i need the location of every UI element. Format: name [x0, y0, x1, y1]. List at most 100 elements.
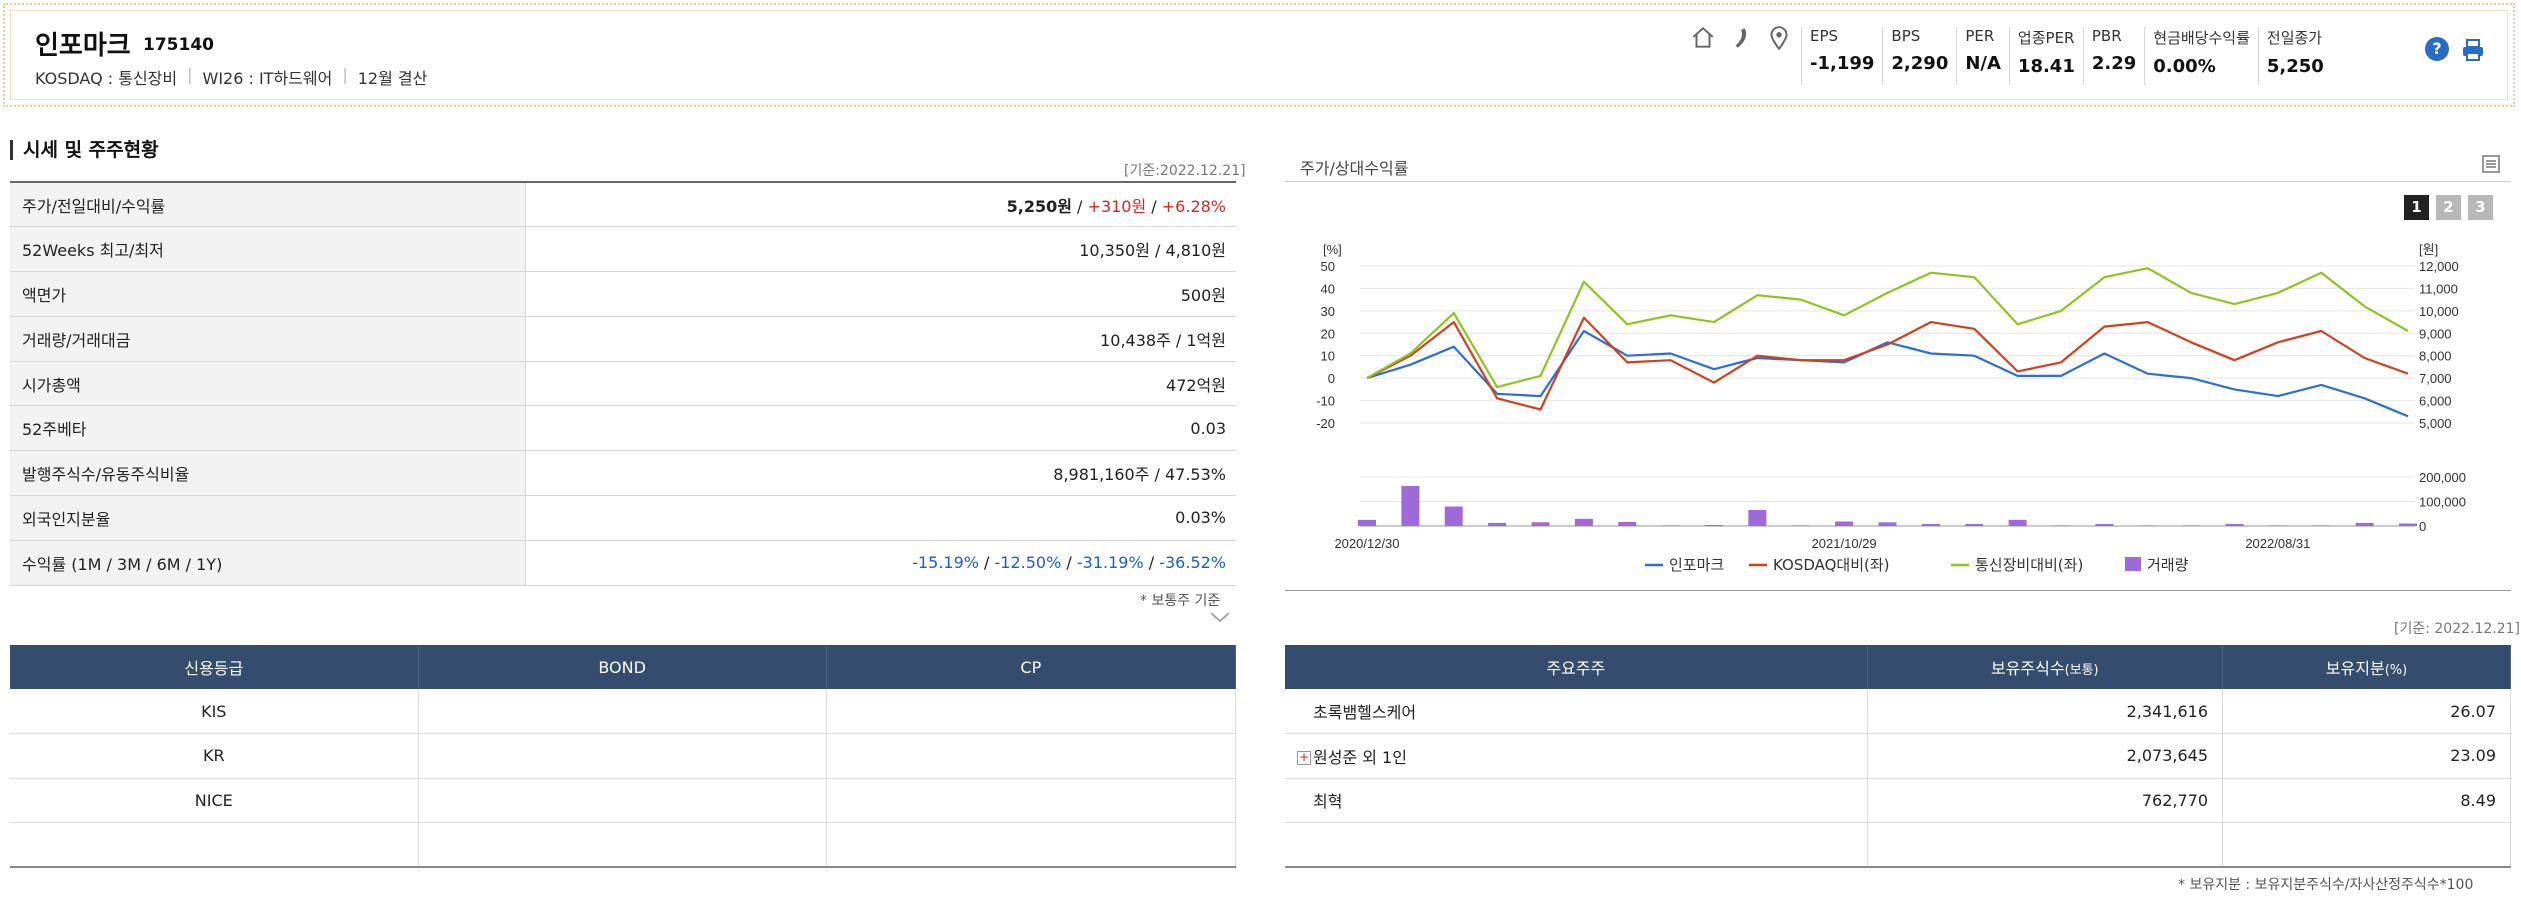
help-icon[interactable]: ?	[2425, 37, 2449, 61]
metric-value: 18.41	[2017, 56, 2075, 77]
metric-label: 전일종가	[2266, 29, 2323, 47]
chevron-down-icon[interactable]	[1208, 608, 1232, 626]
quote-table: 주가/전일대비/수익률 5,250원 / +310원 / +6.28% 52We…	[10, 181, 1236, 586]
volume-bar	[2008, 519, 2027, 526]
divider: |	[187, 65, 193, 84]
table-row: 액면가 500원	[10, 271, 1236, 317]
cp-cell	[826, 733, 1237, 779]
table-row: KR	[10, 733, 1237, 779]
right-tick-label: 9,000	[2419, 326, 2452, 341]
row-label: 52Weeks 최고/최저	[10, 226, 526, 273]
left-tick-label: -20	[1316, 416, 1335, 431]
volume-bar	[2399, 523, 2417, 526]
series-line	[1366, 267, 2409, 389]
change-value: +310원	[1087, 196, 1147, 216]
divider: |	[342, 65, 348, 84]
row-label: 액면가	[10, 271, 526, 317]
phone-icon[interactable]	[1728, 25, 1754, 55]
row-label: 수익률 (1M / 3M / 6M / 1Y)	[10, 540, 526, 586]
right-tick-label: 7,000	[2419, 371, 2452, 386]
table-row: 발행주식수/유동주식비율 8,981,160주 / 47.53%	[10, 450, 1236, 497]
left-tick-label: -10	[1316, 394, 1335, 409]
holder-name: 초록뱀헬스케어	[1285, 689, 1868, 734]
row-value: 10,438주 / 1억원	[525, 316, 1236, 362]
holders-as-of-date: [기준: 2022.12.21]	[2394, 621, 2521, 637]
metric-label: 업종PER	[2017, 29, 2075, 47]
location-pin-icon[interactable]	[1766, 25, 1792, 55]
chart-page-2-button[interactable]: 2	[2436, 195, 2461, 220]
legend-label: 통신장비대비(좌)	[1975, 556, 2083, 574]
volume-tick-label: 0	[2419, 519, 2426, 534]
volume-bar	[2312, 525, 2331, 526]
holder-name-cell: + 원성준 외 1인	[1285, 733, 1868, 779]
metric-value: 2.29	[2091, 53, 2137, 74]
metric-value: 5,250	[2266, 56, 2324, 77]
column-header: CP	[826, 645, 1237, 689]
table-row: KIS	[10, 689, 1237, 734]
volume-tick-label: 200,000	[2419, 470, 2466, 485]
bond-cell	[418, 689, 827, 734]
row-value: 472억원	[525, 361, 1236, 407]
bond-cell	[418, 733, 827, 779]
row-value: 0.03%	[525, 495, 1236, 541]
row-label: 발행주식수/유동주식비율	[10, 450, 526, 497]
company-link-icons	[1690, 25, 1792, 55]
volume-bar	[1835, 521, 1854, 526]
major-shareholders-table: 주요주주 보유주식수(보통) 보유지분(%) 초록뱀헬스케어 2,341,616…	[1285, 645, 2511, 868]
left-tick-label: 50	[1321, 259, 1335, 274]
agency-cell	[10, 822, 419, 868]
metric-prev-close: 전일종가 5,250	[2257, 27, 2332, 85]
home-icon[interactable]	[1690, 25, 1716, 55]
print-icon[interactable]	[2459, 37, 2487, 67]
fiscal-label: 12월 결산	[357, 69, 428, 88]
volume-bar	[1618, 521, 1637, 526]
series-line	[1366, 329, 2409, 418]
header-tools: ?	[2425, 37, 2487, 67]
right-tick-label: 12,000	[2419, 259, 2459, 274]
holder-name: 최혁	[1285, 778, 1868, 823]
chart-title: 주가/상대수익률	[1300, 159, 1409, 178]
table-row: 52Weeks 최고/최저 10,350원 / 4,810원	[10, 226, 1236, 273]
x-tick-label: 2022/08/31	[2245, 536, 2310, 551]
metric-label: BPS	[1891, 27, 1921, 45]
agency-cell: KR	[10, 733, 419, 779]
volume-bar	[1661, 525, 1680, 526]
holder-name[interactable]: 원성준 외 1인	[1313, 747, 1407, 767]
company-classification: KOSDAQ : 통신장비 | WI26 : IT하드웨어 | 12월 결산	[35, 65, 427, 89]
chart-pager: 1 2 3	[2404, 195, 2493, 220]
holder-shares: 2,341,616	[1867, 689, 2224, 734]
market-label: KOSDAQ : 통신장비	[35, 69, 178, 88]
holder-shares: 762,770	[1867, 778, 2224, 823]
return-3m: -12.50%	[994, 553, 1062, 573]
x-tick-label: 2020/12/30	[1334, 536, 1399, 551]
separator: /	[1061, 553, 1077, 573]
return-1y: -36.52%	[1159, 553, 1226, 573]
volume-bar	[1878, 522, 1897, 526]
left-tick-label: 10	[1321, 349, 1335, 364]
volume-bar	[2355, 522, 2374, 526]
left-axis-unit: [%]	[1323, 242, 1342, 257]
row-label: 52주베타	[10, 405, 526, 452]
metric-value: 0.00%	[2153, 56, 2216, 77]
expand-plus-icon[interactable]: +	[1297, 750, 1311, 766]
list-menu-icon[interactable]	[2481, 154, 2501, 174]
holding-ratio-note: * 보유지분 : 보유지분주식수/자사산정주식수*100	[2178, 877, 2474, 893]
metric-dividend-yield: 현금배당수익률 0.00%	[2144, 27, 2258, 85]
table-header-row: 신용등급 BOND CP	[10, 645, 1237, 689]
separator: /	[1146, 196, 1162, 216]
return-1m: -15.19%	[912, 553, 979, 573]
metric-sector-per: 업종PER 18.41	[2008, 27, 2083, 85]
company-code: 175140	[143, 35, 214, 55]
right-tick-label: 11,000	[2419, 281, 2458, 296]
metric-per: PER N/A	[1956, 27, 2009, 85]
right-axis-unit: [원]	[2419, 242, 2438, 257]
separator: /	[1071, 196, 1088, 216]
volume-bar	[1401, 486, 1420, 526]
volume-bar	[1921, 523, 1940, 526]
chart-page-3-button[interactable]: 3	[2468, 195, 2493, 220]
chart-page-1-button[interactable]: 1	[2404, 195, 2429, 220]
chart-header-divider	[1285, 181, 2511, 182]
company-name: 인포마크	[35, 31, 131, 61]
metric-pbr: PBR 2.29	[2082, 27, 2144, 85]
left-tick-label: 0	[1328, 371, 1335, 386]
